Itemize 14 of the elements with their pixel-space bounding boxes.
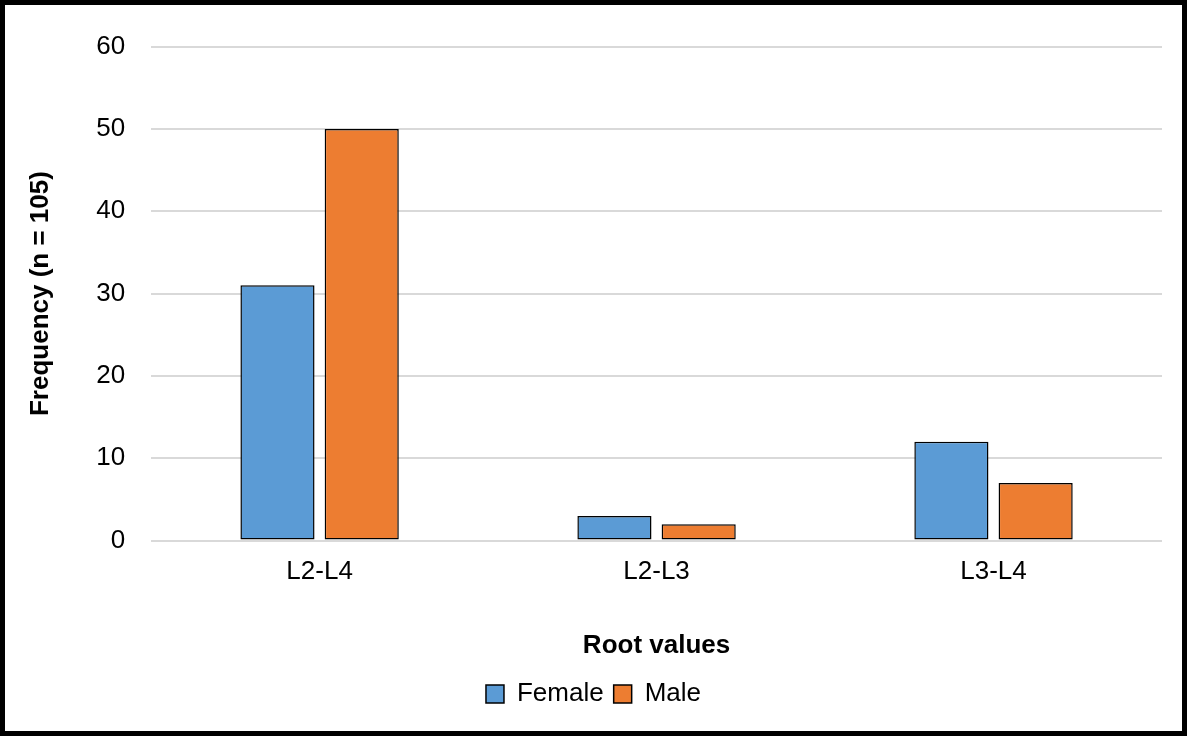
y-tick-label: 50 xyxy=(96,112,126,143)
y-tick-label: 10 xyxy=(96,441,126,472)
y-tick-label: 30 xyxy=(96,276,126,307)
y-tick-label: 0 xyxy=(110,523,126,554)
legend-label: Female xyxy=(516,677,604,708)
x-tick-label: L2-L4 xyxy=(286,555,353,586)
y-axis-title: Frequency (n = 105) xyxy=(23,171,54,417)
x-tick-label: L2-L3 xyxy=(623,555,690,586)
y-tick-label: 60 xyxy=(96,29,126,60)
legend-label: Male xyxy=(644,677,702,708)
x-axis-title: Root values xyxy=(582,628,731,659)
y-tick-label: 20 xyxy=(96,359,126,390)
y-tick-label: 40 xyxy=(96,194,126,225)
x-tick-label: L3-L4 xyxy=(960,555,1027,586)
